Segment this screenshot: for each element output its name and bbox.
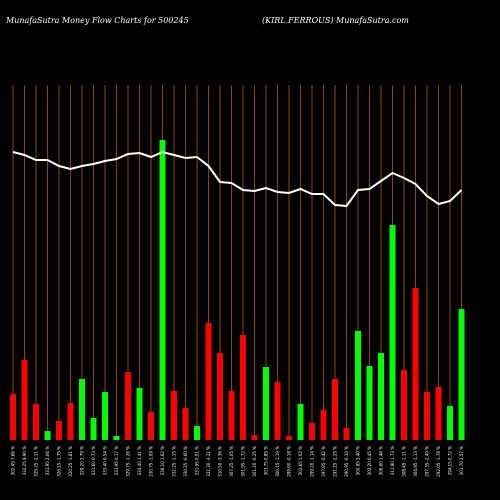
x-tick-label: 333.95 0.17 % [114, 446, 119, 475]
bar [297, 404, 304, 440]
x-tick-label: 336.10 1.62 % [160, 446, 165, 475]
x-tick-label: 325.25 -2.11 % [34, 446, 39, 477]
bar [389, 225, 396, 440]
x-tick-label: 302.20 0.45 % [367, 446, 372, 475]
x-tick-label: 332.25 -1.15 % [172, 446, 177, 477]
x-tick-label: 299.20 -1.14 % [310, 446, 315, 477]
x-tick-label: 331.95 2.06 % [45, 446, 50, 475]
x-tick-label: 300.85 3.40 % [356, 446, 361, 475]
x-tick-label: 294.15 0.72 % [448, 446, 453, 475]
bar [401, 370, 407, 440]
bar [309, 423, 315, 440]
bar [435, 387, 442, 440]
x-tick-label: 297.95 -0.42 % [321, 446, 326, 477]
bar [113, 436, 120, 440]
x-tick-label: 291.25 -2.25 % [333, 446, 338, 477]
x-tick-label: 308.45 -1.11 % [402, 446, 407, 477]
bar [228, 391, 235, 440]
bar [378, 353, 384, 440]
bar [194, 426, 200, 440]
bar [136, 388, 143, 440]
x-tick-label: 299.60 -0.18 % [287, 446, 292, 477]
x-tick-label: 302.45 7.66 % [11, 446, 16, 475]
bar [240, 335, 246, 440]
bar [125, 372, 131, 440]
x-tick-label: 329.75 -1.26 % [126, 446, 131, 477]
bar [424, 392, 430, 440]
bar [171, 391, 177, 440]
bar [148, 412, 154, 440]
x-tick-label: 304.95 -1.13 % [413, 446, 418, 477]
bar [44, 431, 51, 440]
x-tick-label: 310.50 -3.36 % [218, 446, 223, 477]
bar [274, 382, 281, 440]
x-tick-label: 297.35 -2.49 % [425, 446, 430, 477]
bar [33, 404, 39, 440]
x-tick-label: 331.60 0.73 % [91, 446, 96, 475]
x-tick-label: 303.75 0.85 % [264, 446, 269, 475]
x-tick-label: 306.60 1.46 % [379, 446, 384, 475]
x-tick-label: 320.25 -1.81 % [68, 446, 73, 477]
bar [21, 360, 28, 440]
bar [251, 435, 258, 440]
x-tick-label: 301.70 2.57 % [459, 446, 464, 475]
x-tick-label: 329.20 2.79 % [80, 446, 85, 475]
x-tick-label: 333.40 0.54 % [103, 446, 108, 475]
bar [447, 406, 453, 440]
x-tick-label: 326.15 -1.75 % [57, 446, 62, 477]
x-tick-label: 301.95 -1.72 % [241, 446, 246, 477]
bar [79, 379, 85, 440]
x-tick-label: 330.25 -0.60 % [183, 446, 188, 477]
x-tick-label: 302.65 1.02 % [298, 446, 303, 475]
bar [159, 140, 166, 440]
bar [286, 436, 292, 440]
bar [217, 353, 223, 440]
bar [343, 428, 350, 440]
bar [205, 323, 212, 440]
bar [458, 309, 465, 440]
chart-title: MunafaSutra Money Flow Charts for 500245 [5, 16, 189, 25]
bar [90, 418, 97, 440]
bar [263, 367, 269, 440]
x-tick-label: 321.30 -3.21 % [206, 446, 211, 477]
x-tick-label: 330.75 -1.09 % [149, 446, 154, 477]
bar [102, 392, 108, 440]
x-tick-label: 292.05 -1.78 % [436, 446, 441, 477]
bar [366, 366, 373, 440]
x-tick-label: 311.90 1.73 % [390, 446, 395, 475]
x-tick-label: 334.40 1.41 % [137, 446, 142, 475]
bar [10, 394, 16, 440]
x-tick-label: 300.15 -1.19 % [275, 446, 280, 477]
x-tick-label: 290.95 -0.10 % [344, 446, 349, 477]
x-tick-label: 307.25 -1.05 % [229, 446, 234, 477]
money-flow-line [12, 150, 463, 208]
bar [332, 379, 338, 440]
x-tick-label: 331.95 0.51 % [195, 446, 200, 475]
bar [320, 410, 327, 440]
chart-subtitle: (KIRL.FERROUS) MunafaSutra.com [262, 16, 409, 25]
bar [412, 288, 419, 440]
x-tick-label: 332.25 9.90 % [22, 446, 27, 475]
bar [56, 421, 62, 440]
bar [182, 408, 189, 440]
x-tick-label: 301.20 -0.25 % [252, 446, 257, 477]
bar [355, 331, 361, 440]
bar [67, 403, 74, 440]
